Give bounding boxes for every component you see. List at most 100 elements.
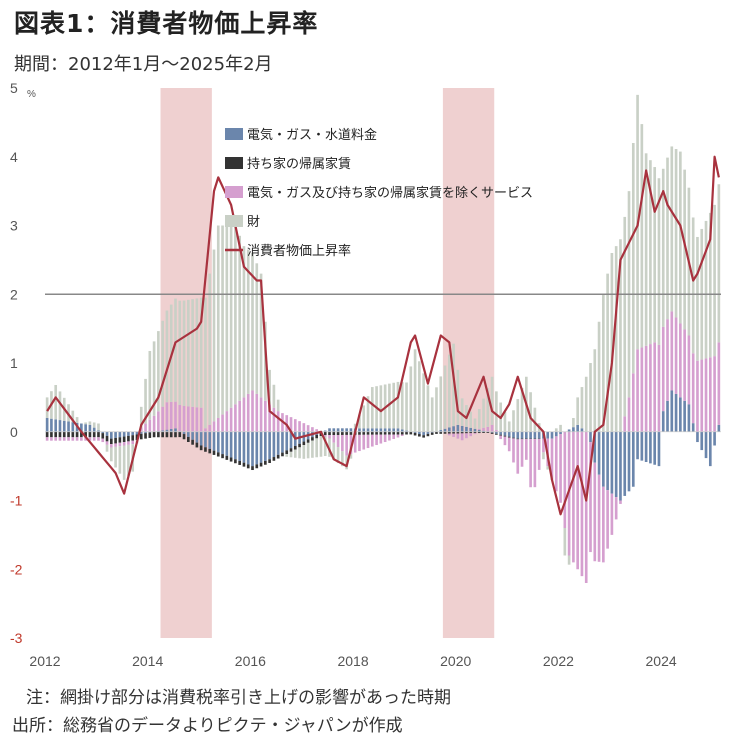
bar-services-82: [396, 434, 400, 438]
bar-services-149: [683, 329, 686, 401]
bar-goods-0: [45, 397, 49, 419]
bar-energy-139: [640, 431, 644, 461]
bar-goods-27: [161, 320, 164, 407]
bar-rent-58: [293, 445, 297, 450]
bar-energy-118: [550, 431, 554, 439]
bar-goods-45: [238, 235, 241, 401]
bar-energy-56: [285, 431, 289, 451]
bar-rent-11: [92, 431, 96, 438]
bar-goods-149: [683, 169, 686, 330]
bar-rent-29: [169, 431, 173, 438]
bar-services-70: [345, 434, 348, 456]
bar-rent-79: [383, 431, 387, 435]
bar-services-62: [311, 427, 314, 432]
bar-energy-39: [212, 431, 216, 451]
bar-services-60: [302, 423, 306, 432]
bar-goods-157: [717, 184, 721, 343]
bar-goods-105: [495, 391, 498, 431]
bar-goods-147: [674, 149, 678, 318]
bar-services-19: [127, 441, 130, 445]
bar-goods-108: [507, 421, 511, 432]
bar-services-0: [45, 437, 49, 441]
bar-services-135: [623, 416, 627, 432]
x-tick-label: 2024: [646, 653, 677, 669]
bar-goods-7: [75, 417, 79, 423]
x-tick-label: 2016: [235, 653, 266, 669]
bar-energy-79: [383, 428, 387, 432]
bar-energy-146: [670, 390, 674, 432]
bar-rent-1: [50, 431, 53, 438]
bar-rent-103: [486, 431, 490, 433]
bar-services-121: [563, 431, 567, 528]
bar-goods-73: [358, 414, 361, 429]
bar-services-143: [657, 344, 661, 432]
bar-rent-46: [242, 462, 246, 467]
bar-services-66: [328, 435, 331, 439]
bar-goods-135: [623, 216, 627, 417]
bar-goods-131: [606, 273, 609, 432]
bar-rent-52: [268, 459, 271, 463]
bar-rent-81: [392, 431, 396, 435]
bar-goods-22: [139, 406, 143, 428]
bar-rent-53: [272, 457, 276, 461]
bar-goods-34: [191, 299, 194, 407]
bar-rent-9: [84, 431, 87, 438]
bar-services-111: [520, 439, 524, 467]
bar-goods-87: [418, 361, 421, 432]
x-tick-label: 2012: [29, 653, 60, 669]
bar-rent-16: [114, 437, 117, 444]
bar-energy-5: [67, 421, 70, 432]
bar-goods-59: [298, 447, 301, 459]
bar-goods-85: [409, 366, 413, 432]
bar-goods-40: [216, 225, 220, 418]
bar-services-100: [473, 433, 477, 435]
bar-rent-106: [499, 434, 502, 436]
bar-energy-70: [345, 428, 348, 432]
bar-rent-37: [204, 447, 207, 452]
bar-rent-4: [62, 431, 66, 438]
bar-rent-74: [362, 431, 366, 435]
bar-energy-75: [366, 428, 370, 432]
bar-rent-61: [306, 439, 310, 443]
bar-energy-89: [426, 431, 430, 434]
bar-energy-112: [525, 431, 528, 439]
bar-energy-10: [88, 424, 92, 432]
legend-label: 消費者物価上昇率: [247, 243, 351, 259]
bar-energy-133: [614, 431, 618, 498]
bar-services-23: [144, 423, 147, 432]
bar-energy-9: [84, 424, 87, 432]
y-tick-label: -2: [10, 561, 23, 577]
bar-services-35: [195, 407, 199, 432]
bar-goods-31: [178, 300, 182, 405]
bar-services-136: [627, 397, 631, 432]
bar-goods-109: [512, 410, 515, 432]
bar-rent-47: [246, 464, 250, 469]
bar-services-2: [54, 437, 58, 441]
bar-services-101: [477, 428, 481, 430]
bar-goods-11: [92, 422, 96, 428]
x-tick-label: 2022: [543, 653, 574, 669]
bar-goods-134: [619, 239, 622, 432]
bar-goods-128: [593, 349, 597, 432]
bar-services-50: [259, 397, 263, 432]
bar-energy-74: [362, 428, 366, 432]
bar-rent-43: [229, 457, 233, 462]
bar-services-108: [507, 437, 511, 452]
bar-rent-49: [255, 464, 259, 469]
bar-services-79: [383, 434, 387, 443]
bar-goods-97: [460, 398, 464, 426]
bar-services-147: [674, 317, 678, 394]
bar-goods-24: [148, 350, 152, 420]
y-tick-label: 5: [10, 80, 18, 96]
bar-services-9: [84, 437, 87, 441]
y-unit-label: %: [27, 89, 36, 100]
bar-goods-83: [400, 382, 404, 430]
bar-energy-45: [238, 431, 241, 461]
bar-goods-14: [105, 444, 109, 452]
bar-services-103: [486, 426, 490, 432]
bar-services-83: [400, 434, 404, 436]
bar-rent-17: [118, 437, 122, 443]
bar-services-77: [375, 434, 378, 446]
chart-source: 出所：総務省のデータよりピクテ・ジャパンが作成: [12, 716, 403, 736]
bar-energy-125: [580, 428, 584, 432]
